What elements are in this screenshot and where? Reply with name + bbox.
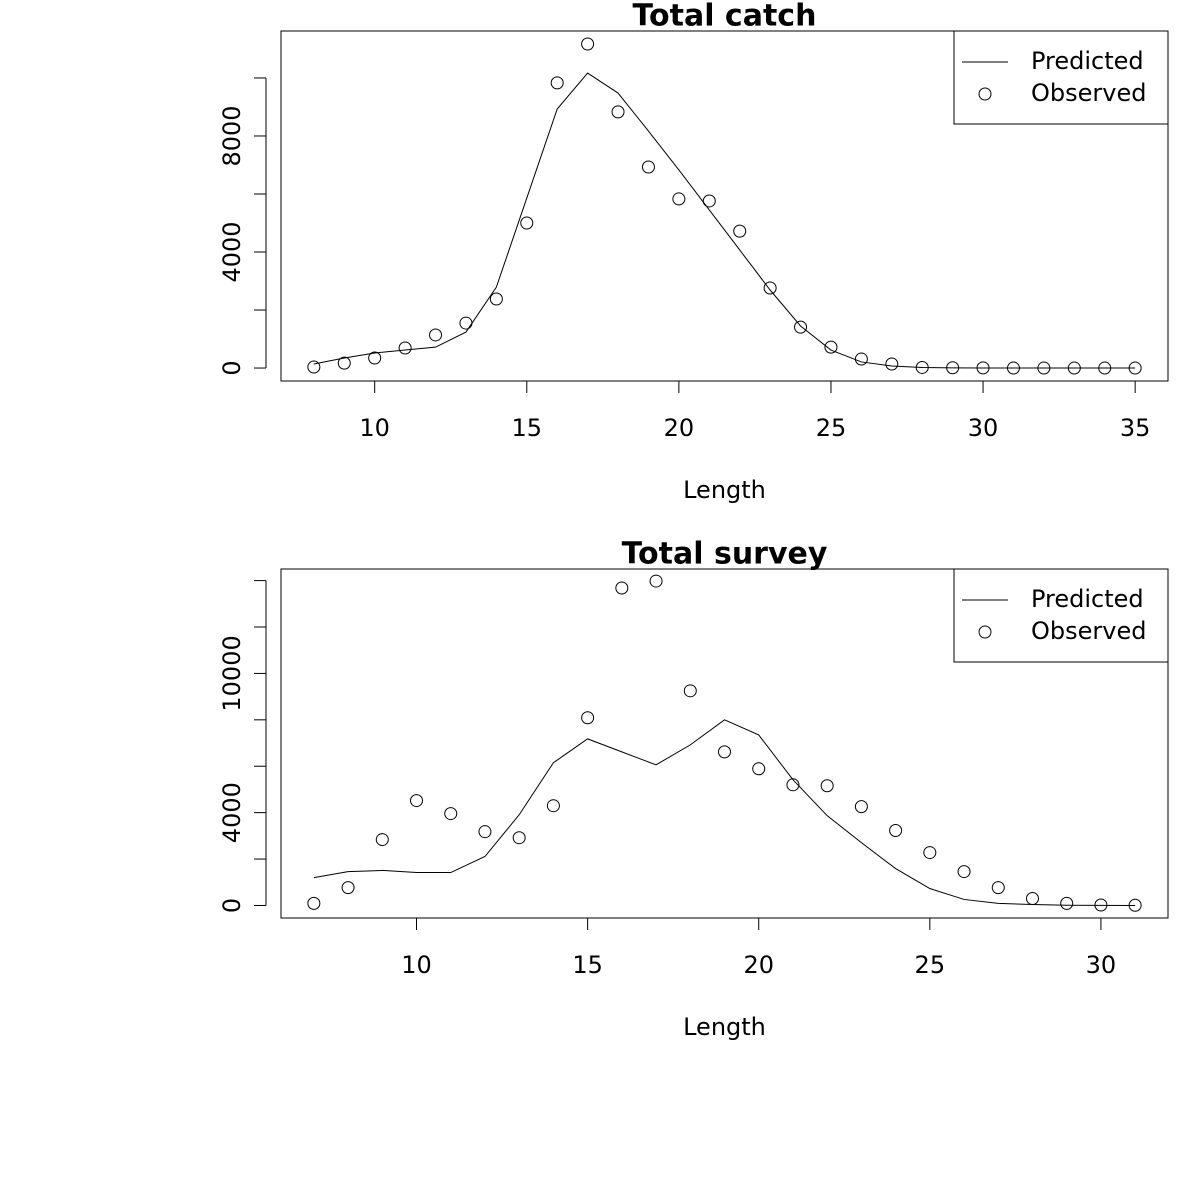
point: [1128, 361, 1142, 375]
point: [478, 825, 492, 839]
x-tick-label: 30: [968, 414, 999, 442]
point: [615, 581, 629, 595]
point: [923, 846, 937, 860]
x-tick-label: 30: [1086, 951, 1117, 979]
point: [957, 865, 971, 879]
x-tick-label: 25: [915, 951, 946, 979]
y-tick-label: 8000: [218, 105, 246, 166]
point: [581, 711, 595, 725]
point: [398, 341, 412, 355]
y-tick-label: 4000: [218, 221, 246, 282]
x-tick-label: 25: [816, 414, 847, 442]
legend-label: Observed: [1031, 79, 1146, 107]
y-tick-label: 4000: [218, 782, 246, 843]
point: [1128, 898, 1142, 912]
point: [512, 831, 526, 845]
point: [824, 340, 838, 354]
point: [763, 281, 777, 295]
y-tick-label: 0: [218, 898, 246, 913]
legend-point: [978, 625, 992, 639]
legend-label: Predicted: [1031, 47, 1144, 75]
point: [337, 356, 351, 370]
point: [976, 361, 990, 375]
point: [946, 361, 960, 375]
point: [341, 881, 355, 895]
point: [1037, 361, 1051, 375]
point: [702, 194, 716, 208]
point: [368, 351, 382, 365]
point: [1094, 898, 1108, 912]
point: [375, 833, 389, 847]
series-line: [313, 719, 1136, 906]
chart-title: Total catch: [633, 0, 817, 34]
point: [611, 105, 625, 119]
point: [733, 224, 747, 238]
point: [915, 360, 929, 374]
point: [429, 328, 443, 342]
point: [489, 292, 503, 306]
legend-point: [978, 87, 992, 101]
x-tick-label: 20: [743, 951, 774, 979]
y-tick-label: 0: [218, 360, 246, 375]
chart: Total survey 10 15 20 25 30 Length 0 4000 10000 Pr…: [218, 537, 1169, 1041]
point: [794, 320, 808, 334]
point: [885, 357, 899, 371]
point: [1025, 892, 1039, 906]
x-tick-label: 35: [1120, 414, 1151, 442]
point: [649, 574, 663, 588]
x-axis-label: Length: [683, 476, 766, 504]
point: [459, 316, 473, 330]
point: [854, 352, 868, 366]
chart: Total catch 10 15 20 25 30 35 Length 0 4000 8000 Pr…: [218, 0, 1169, 504]
x-tick-label: 10: [359, 414, 390, 442]
legend-box: [953, 568, 1169, 663]
point: [1067, 361, 1081, 375]
point: [1006, 361, 1020, 375]
point: [641, 160, 655, 174]
x-tick-label: 15: [572, 951, 603, 979]
point: [546, 799, 560, 813]
x-tick-label: 20: [664, 414, 695, 442]
point: [786, 778, 800, 792]
point: [307, 896, 321, 910]
chart-title: Total survey: [622, 537, 828, 572]
legend-label: Predicted: [1031, 585, 1144, 613]
legend-box: [953, 30, 1169, 125]
point: [820, 779, 834, 793]
point: [581, 37, 595, 51]
point: [410, 794, 424, 808]
x-axis-label: Length: [683, 1013, 766, 1041]
legend-label: Observed: [1031, 617, 1146, 645]
point: [1098, 361, 1112, 375]
point: [550, 76, 564, 90]
y-tick-label: 10000: [218, 635, 246, 711]
point: [672, 192, 686, 206]
series-line: [313, 72, 1136, 369]
x-tick-label: 15: [512, 414, 543, 442]
point: [854, 800, 868, 814]
point: [752, 762, 766, 776]
point: [520, 216, 534, 230]
point: [1060, 896, 1074, 910]
point: [307, 360, 321, 374]
point: [683, 684, 697, 698]
point: [444, 807, 458, 821]
x-tick-label: 10: [401, 951, 432, 979]
point: [889, 824, 903, 838]
point: [991, 881, 1005, 895]
point: [718, 745, 731, 759]
